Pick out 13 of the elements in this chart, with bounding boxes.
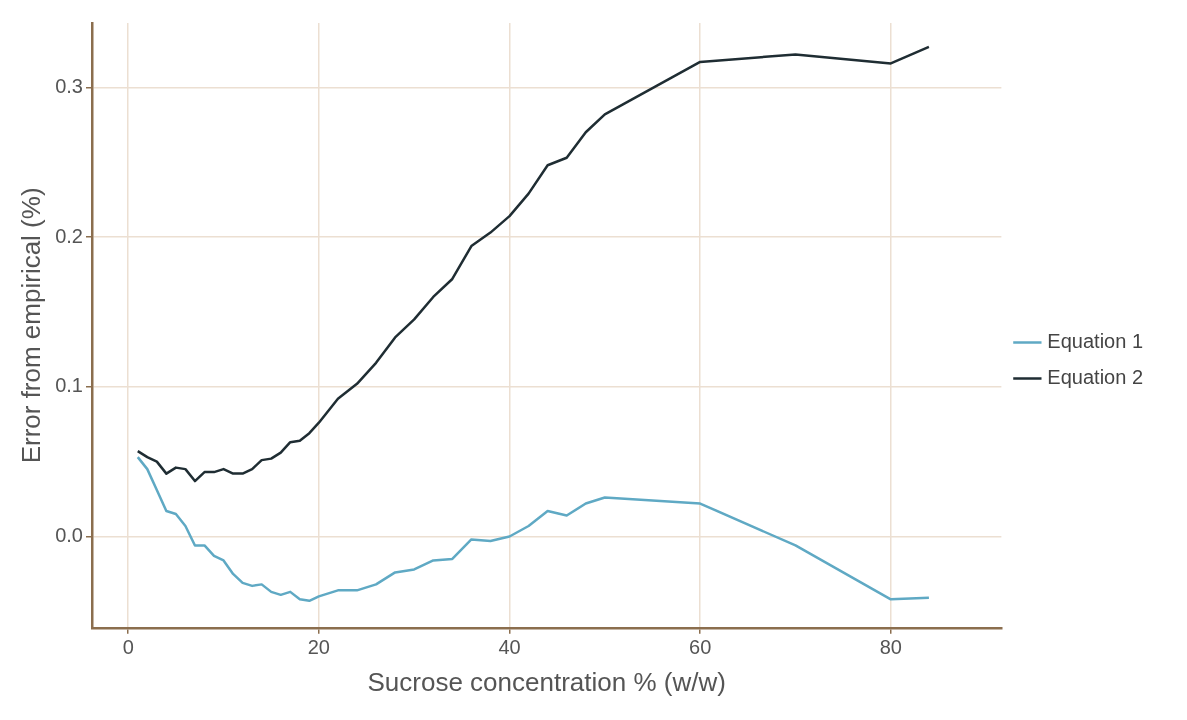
y-tick-label: 0.3 xyxy=(55,74,83,97)
y-axis-title: Error from empirical (%) xyxy=(15,187,46,464)
x-tick-label: 0 xyxy=(122,636,134,659)
x-axis-title: Sucrose concentration % (w/w) xyxy=(367,666,726,697)
y-tick-label: 0.1 xyxy=(55,374,83,397)
x-tick-label: 80 xyxy=(879,636,902,659)
y-tick-label: 0.0 xyxy=(55,524,83,546)
y-tick-label: 0.2 xyxy=(55,224,83,247)
x-tick-label: 60 xyxy=(689,636,712,659)
legend-label: Equation 2 xyxy=(1047,366,1144,389)
x-tick-label: 40 xyxy=(498,636,521,659)
x-tick-label: 20 xyxy=(307,636,330,659)
legend-label: Equation 1 xyxy=(1047,330,1144,353)
